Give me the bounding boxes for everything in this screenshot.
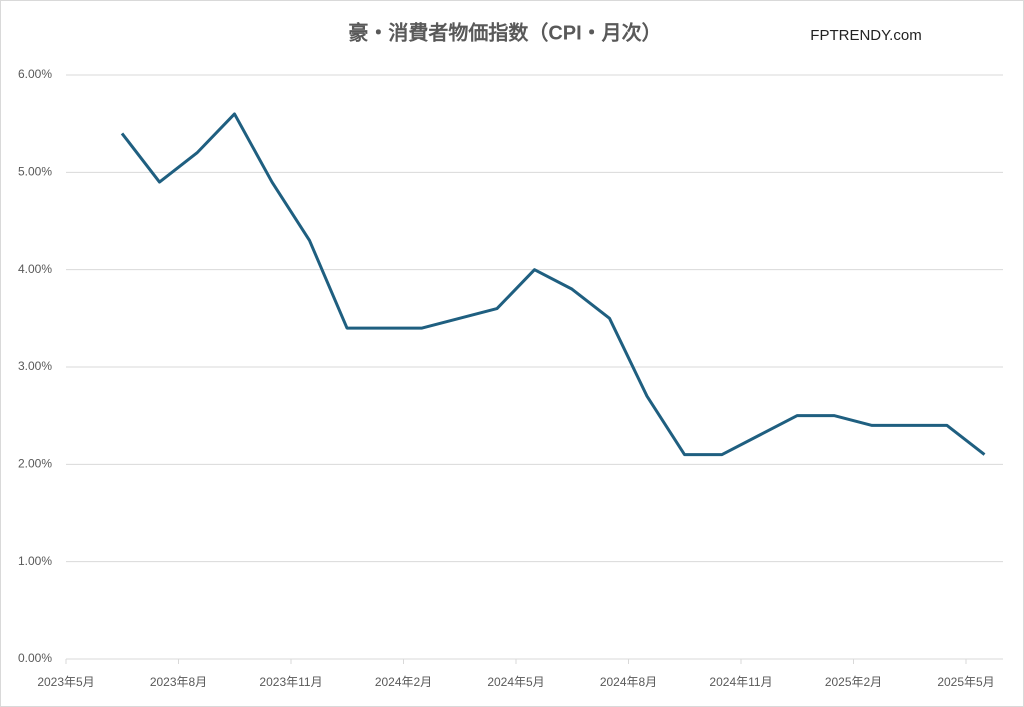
y-tick-label: 5.00% <box>18 165 52 179</box>
y-tick-label: 0.00% <box>18 651 52 665</box>
x-tick-label: 2025年5月 <box>937 675 994 689</box>
y-tick-label: 6.00% <box>18 67 52 81</box>
x-tick-label: 2023年8月 <box>150 675 207 689</box>
x-tick-label: 2024年5月 <box>487 675 544 689</box>
x-tick-label: 2024年11月 <box>709 675 772 689</box>
x-tick-label: 2023年11月 <box>259 675 322 689</box>
x-tick-label: 2025年2月 <box>825 675 882 689</box>
chart-title: 豪・消費者物価指数（CPI・月次） <box>348 20 661 44</box>
x-tick-label: 2024年2月 <box>375 675 432 689</box>
x-tick-label: 2024年8月 <box>600 675 657 689</box>
y-tick-label: 3.00% <box>18 359 52 373</box>
x-tick-label: 2023年5月 <box>37 675 94 689</box>
y-tick-label: 4.00% <box>18 262 52 276</box>
y-tick-label: 1.00% <box>18 554 52 568</box>
y-tick-label: 2.00% <box>18 457 52 471</box>
brand: FPTRENDY.com <box>810 27 921 44</box>
data-line <box>120 112 986 457</box>
